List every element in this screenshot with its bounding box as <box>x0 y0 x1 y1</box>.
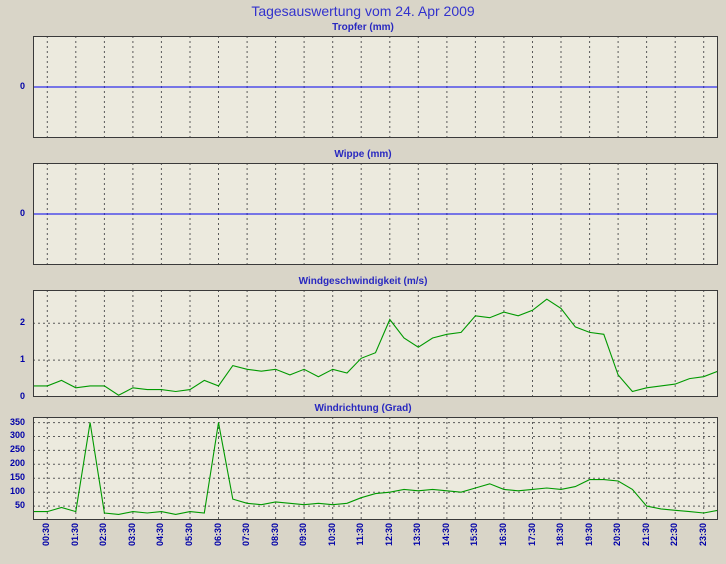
y-tick-label: 350 <box>9 416 25 427</box>
wippe-chart <box>33 163 718 265</box>
panel-windrichtung: Windrichtung (Grad) 50 100 150 200 250 300 350 <box>0 403 726 520</box>
x-tick-label: 11:30 <box>355 523 366 546</box>
y-axis-labels: 0 <box>0 163 29 265</box>
x-tick-label: 16:30 <box>497 523 508 547</box>
chart-title-tropfer: Tropfer (mm) <box>332 22 394 33</box>
x-tick-label: 22:30 <box>669 523 680 547</box>
y-tick-label: 100 <box>9 486 25 497</box>
panel-wippe: Wippe (mm) 0 <box>0 149 726 265</box>
chart-area-wippe: 0 <box>0 163 726 265</box>
chart-area-windgeschwindigkeit: 0 1 2 <box>0 290 726 401</box>
chart-title-windgeschwindigkeit: Windgeschwindigkeit (m/s) <box>298 276 428 287</box>
y-tick-label: 0 <box>19 391 25 401</box>
x-tick-label: 19:30 <box>583 523 594 547</box>
x-tick-label: 15:30 <box>469 523 480 547</box>
y-tick-label: 300 <box>9 430 25 441</box>
y-tick-label: 50 <box>14 500 25 511</box>
x-tick-label: 14:30 <box>440 523 451 547</box>
chart-area-windrichtung: 50 100 150 200 250 300 350 <box>0 417 726 520</box>
x-tick-label: 20:30 <box>612 523 623 547</box>
chart-title-wippe: Wippe (mm) <box>334 149 392 160</box>
panel-windgeschwindigkeit: Windgeschwindigkeit (m/s) 0 1 2 <box>0 276 726 401</box>
x-tick-label: 21:30 <box>640 523 651 547</box>
y-tick-label: 0 <box>19 81 25 91</box>
y-tick-label: 1 <box>19 354 25 365</box>
page-title: Tagesauswertung vom 24. Apr 2009 <box>251 3 475 19</box>
y-axis-labels: 0 1 2 <box>0 290 29 401</box>
y-axis-labels: 50 100 150 200 250 300 350 <box>0 417 29 520</box>
x-tick-label: 05:30 <box>184 523 194 547</box>
panel-tropfer: Tropfer (mm) 0 <box>0 22 726 138</box>
x-tick-label: 02:30 <box>98 523 109 547</box>
windgeschwindigkeit-chart <box>33 290 718 397</box>
y-tick-label: 200 <box>9 458 25 469</box>
y-tick-label: 150 <box>9 472 25 483</box>
chart-title-windrichtung: Windrichtung (Grad) <box>314 403 412 414</box>
x-tick-label: 13:30 <box>412 523 423 547</box>
x-tick-label: 08:30 <box>269 523 280 547</box>
x-tick-label: 00:30 <box>41 523 52 547</box>
chart-area-tropfer: 0 <box>0 36 726 138</box>
x-tick-label: 06:30 <box>212 523 223 547</box>
y-tick-label: 2 <box>19 317 25 328</box>
x-tick-label: 12:30 <box>383 523 394 547</box>
x-axis-labels: 00:30 01:30 02:30 03:30 04:30 05:30 06:30 07:30… <box>33 521 718 563</box>
tropfer-chart <box>33 36 718 138</box>
x-tick-label: 10:30 <box>326 523 337 547</box>
windrichtung-chart <box>33 417 718 520</box>
x-tick-label: 23:30 <box>697 523 708 547</box>
x-tick-label: 17:30 <box>526 523 537 547</box>
x-tick-label: 07:30 <box>241 523 252 547</box>
x-tick-label: 04:30 <box>155 523 166 547</box>
y-tick-label: 250 <box>9 444 25 455</box>
x-tick-label: 09:30 <box>298 523 309 547</box>
x-tick-label: 01:30 <box>69 523 80 547</box>
y-axis-labels: 0 <box>0 36 29 138</box>
x-tick-label: 18:30 <box>555 523 565 547</box>
x-tick-label: 03:30 <box>126 523 137 547</box>
y-tick-label: 0 <box>19 208 25 218</box>
